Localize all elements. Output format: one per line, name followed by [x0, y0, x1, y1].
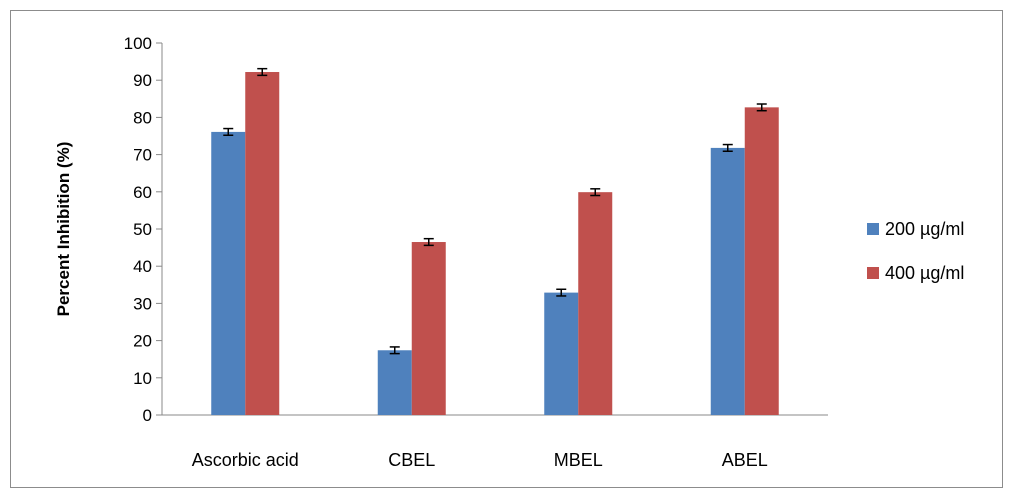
legend: 200 µg/ml 400 µg/ml [867, 219, 964, 283]
bar-400-mbel [578, 192, 613, 415]
legend-swatch [867, 267, 879, 279]
y-tick-label: 30 [133, 294, 152, 313]
y-tick-label: 0 [143, 406, 152, 425]
bar-400-abel [744, 107, 779, 415]
y-axis-label: Percent Inhibition (%) [54, 142, 73, 317]
y-ticks: 0 10 20 30 40 50 60 70 80 90 100 [124, 34, 162, 425]
y-tick-label: 50 [133, 220, 152, 239]
y-tick-label: 10 [133, 369, 152, 388]
y-tick-label: 100 [124, 34, 152, 53]
y-tick-label: 80 [133, 108, 152, 127]
x-tick-labels: Ascorbic acid CBEL MBEL ABEL [192, 450, 768, 470]
chart-frame [10, 10, 1003, 488]
x-tick-label: MBEL [554, 450, 603, 470]
bar-200-cbel [377, 350, 412, 415]
legend-label: 200 µg/ml [885, 219, 964, 239]
bar-200-abel [710, 147, 745, 416]
x-tick-label: Ascorbic acid [192, 450, 299, 470]
bar-400-ascorbic-acid [245, 72, 280, 416]
bar-200-mbel [544, 292, 579, 415]
bar-200-ascorbic-acid [211, 131, 246, 415]
y-tick-label: 60 [133, 183, 152, 202]
bar-series [211, 72, 779, 416]
legend-label: 400 µg/ml [885, 263, 964, 283]
legend-swatch [867, 223, 879, 235]
y-tick-label: 90 [133, 71, 152, 90]
y-tick-label: 40 [133, 257, 152, 276]
x-tick-label: ABEL [722, 450, 768, 470]
y-tick-label: 20 [133, 332, 152, 351]
error-bars [223, 67, 767, 355]
x-tick-label: CBEL [388, 450, 435, 470]
y-tick-label: 70 [133, 146, 152, 165]
bar-400-cbel [411, 242, 446, 415]
